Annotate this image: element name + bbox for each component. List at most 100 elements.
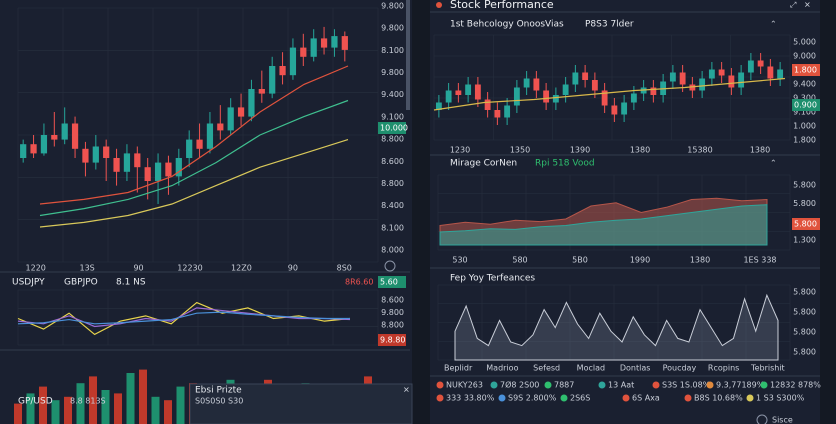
moving-average (39, 139, 349, 228)
y-axis-label: 9.800 (381, 308, 404, 317)
x-axis-label: Tebrishit (750, 364, 785, 373)
candle-body (445, 90, 452, 103)
candle-body (20, 144, 27, 158)
price-tag: 1.800 (794, 66, 817, 75)
volume-bar (164, 400, 172, 424)
x-axis-label: 15380 (687, 146, 712, 155)
ticker-icon (436, 394, 444, 402)
candle-body (40, 135, 48, 154)
y-axis-label: 5.800 (793, 348, 816, 357)
ticker-icon (436, 381, 444, 389)
y-axis-label: 8.400 (381, 201, 404, 210)
candle-body (258, 89, 265, 94)
area (439, 204, 768, 246)
ticker-text: 12832 878% (770, 381, 821, 390)
x-axis-label: 13S (80, 264, 95, 273)
y-axis-label: 9.100 (381, 112, 404, 121)
ticker-icon (498, 394, 506, 402)
candle-body (552, 95, 559, 103)
price-tag-bg (378, 334, 406, 346)
x-axis-label: 1380 (750, 146, 770, 155)
volume-bar (101, 390, 110, 424)
ticker-text: 1 S3 S300% (756, 394, 805, 403)
y-axis-label: 5.000 (793, 38, 816, 47)
popup-close[interactable]: ✕ (403, 386, 410, 395)
x-axis-label: 8S0 (337, 264, 352, 273)
candle-body (269, 66, 276, 94)
candle-body (513, 87, 520, 106)
ticker-icon (490, 381, 498, 389)
ticker-text: B8S 10.68% (694, 394, 743, 403)
candle-body (757, 60, 764, 67)
candle-body (248, 89, 255, 117)
y-axis-label: 5.800 (793, 199, 816, 208)
x-axis-label: Poucday (663, 364, 697, 373)
chart-header: Vias (545, 20, 564, 30)
price-tag-bg (792, 99, 820, 111)
volume-bar (114, 393, 122, 424)
y-axis-label: 9.300 (793, 94, 816, 103)
collapse-button[interactable]: ⌃ (770, 20, 777, 29)
candle-body (279, 66, 286, 76)
ticker-icon (760, 381, 768, 389)
volume-bar (64, 396, 72, 424)
volume-bar (14, 403, 22, 424)
candle-body (465, 84, 472, 95)
y-axis-label: 9.100 (793, 108, 816, 117)
footer-icon[interactable] (756, 414, 768, 424)
candle-body (699, 78, 706, 91)
candle-body (165, 162, 172, 177)
candle-body (679, 72, 686, 85)
scrollbar[interactable] (406, 0, 410, 110)
candle-body (71, 123, 79, 149)
expand-button[interactable]: ⤢ (789, 1, 796, 10)
candle-body (320, 38, 328, 48)
ticker-icon (652, 381, 660, 389)
x-axis-label: 1390 (570, 146, 590, 155)
price-tag-bg (792, 64, 820, 76)
candle-body (728, 75, 735, 88)
ticker-text: 9.3,77189% (716, 381, 765, 390)
candle-body (196, 139, 203, 149)
close-button[interactable]: ✕ (804, 1, 811, 10)
candle-body (134, 153, 141, 168)
candle-body (237, 107, 245, 117)
chart-header: Rpi 518 Vood (535, 159, 595, 169)
x-axis-label: 530 (452, 256, 467, 265)
candle-body (533, 78, 540, 91)
y-axis-label: 8.800 (381, 321, 404, 330)
volume-bar (51, 400, 60, 424)
footer-label: Sisce (772, 416, 793, 424)
x-axis-label: 12230 (177, 264, 202, 273)
moving-average (433, 77, 786, 111)
pair-label: 8.1 NS (116, 278, 146, 288)
price-tag-bg (378, 276, 406, 288)
candle-body (341, 36, 348, 50)
ticker-text: S9S 2.800% (508, 394, 557, 403)
ticker-icon (706, 381, 714, 389)
price-tag: 10.000 (380, 124, 408, 133)
ticker-icon (560, 394, 568, 402)
ticker-text: NUKY263 (446, 381, 483, 390)
collapse-button[interactable]: ⌃ (770, 159, 777, 168)
x-axis-label: 1220 (26, 264, 46, 273)
y-axis-label: 9.800 (381, 68, 404, 77)
pair-label: GP/USD (18, 397, 53, 407)
x-axis-label: 1350 (510, 146, 530, 155)
y-axis-label: 8.600 (381, 296, 404, 305)
y-axis-label: 8.000 (381, 246, 404, 255)
x-axis-label: 1380 (690, 256, 710, 265)
volume-bar (126, 373, 135, 424)
settings-icon[interactable] (384, 260, 396, 272)
y-axis-label: 8.100 (381, 46, 404, 55)
pair-value: 8.8 813S (70, 397, 106, 406)
candle-body (611, 105, 618, 115)
y-axis-label: 1.300 (793, 236, 816, 245)
candle-body (331, 36, 338, 48)
ticker-text: 333 33.80% (446, 394, 495, 403)
ticker-text: 2S6S (570, 394, 590, 403)
price-tag-bg (378, 122, 406, 134)
candle-body (82, 148, 89, 163)
volume-bar (26, 393, 35, 424)
candle-body (494, 110, 501, 118)
